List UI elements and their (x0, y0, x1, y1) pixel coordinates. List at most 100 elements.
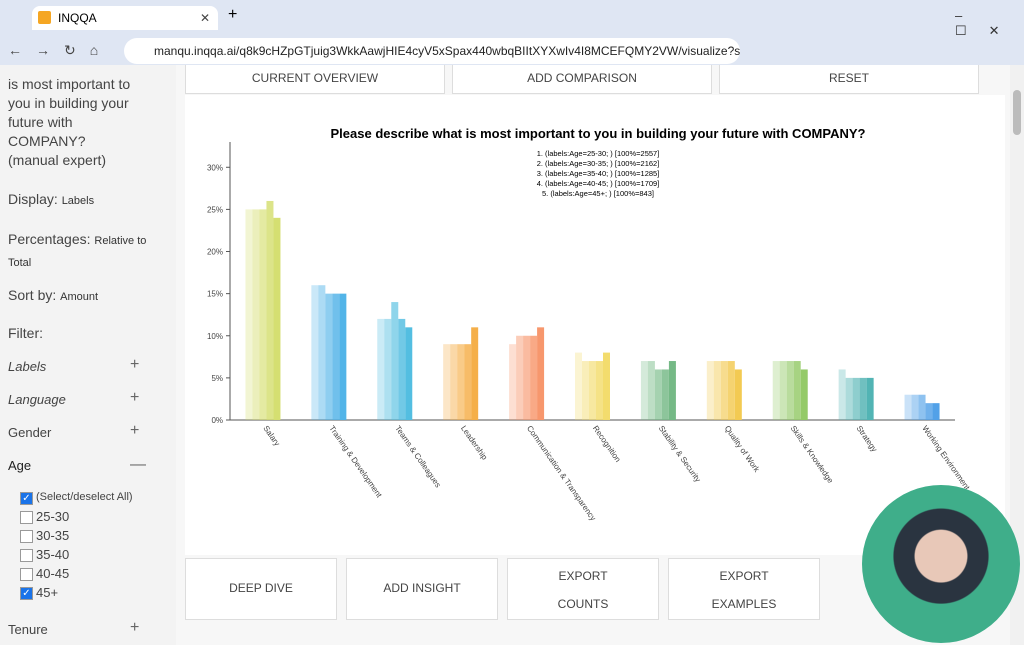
expand[interactable]: + (130, 389, 140, 406)
checkbox[interactable]: ✓ (20, 587, 33, 600)
action-button[interactable]: EXPORT COUNTS (507, 558, 659, 620)
bar (384, 318, 392, 420)
bar (852, 377, 860, 420)
bar (398, 318, 406, 420)
bar (509, 344, 517, 420)
bar (647, 361, 655, 420)
filter[interactable]: Labels (8, 359, 47, 374)
bar (273, 217, 281, 420)
bar (450, 344, 458, 420)
bar (252, 209, 260, 420)
y-tick-label: 10% (207, 332, 223, 341)
action-button[interactable]: EXPORT EXAMPLES (668, 558, 820, 620)
bar (259, 209, 267, 420)
button-text: EXPORT (558, 569, 608, 583)
url: manqu.inqqa.ai/q8k9cHZpGTjuig3WkkAawjHIE… (154, 44, 740, 58)
label: Sort by: (8, 287, 57, 303)
y-tick-label: 25% (207, 205, 223, 214)
option-label[interactable]: 35-40 (36, 547, 70, 562)
bar (339, 293, 347, 420)
bar (640, 361, 648, 420)
option-label[interactable]: 40-45 (36, 566, 70, 581)
bar (772, 361, 780, 420)
bar (537, 327, 545, 420)
checkbox[interactable] (20, 511, 33, 524)
bar (779, 361, 787, 420)
checkbox[interactable]: ✓ (20, 492, 33, 505)
toolbar-button[interactable]: ADD COMPARISON (452, 65, 712, 94)
option-label[interactable]: 30-35 (36, 528, 70, 543)
button-text: COUNTS (557, 597, 609, 611)
bar (575, 352, 582, 420)
bar (838, 369, 846, 420)
chart-bg (185, 95, 1005, 555)
label: Display: (8, 191, 58, 207)
bar (523, 335, 531, 420)
bar (311, 285, 319, 420)
bar (734, 369, 742, 420)
checkbox[interactable] (20, 530, 33, 543)
value: Labels (61, 195, 95, 207)
bar (582, 361, 589, 420)
tab[interactable]: INQQA ✕ (32, 6, 218, 30)
bar (859, 377, 867, 420)
legend-entry: 3. (labels:Age=35-40; ) [100%=1285] (537, 169, 660, 178)
bar (530, 335, 538, 420)
tab-title: INQQA (58, 11, 97, 25)
scrollbar[interactable] (1010, 65, 1024, 645)
new-tab[interactable]: + (228, 6, 238, 23)
bar (668, 361, 676, 420)
tenure[interactable]: Tenure (8, 622, 48, 637)
nav-buttons[interactable]: ←→↻⌂ (8, 42, 113, 58)
bar (245, 209, 253, 420)
window-controls[interactable]: –☐✕ (955, 8, 1022, 38)
filter[interactable]: Gender (8, 425, 52, 440)
display: Display: Labels (8, 191, 94, 207)
bar (332, 293, 340, 420)
option-label[interactable]: 25-30 (36, 509, 70, 524)
webcam (862, 485, 1020, 643)
checkbox[interactable] (20, 549, 33, 562)
address-bar[interactable]: manqu.inqqa.ai/q8k9cHZpGTjuig3WkkAawjHIE… (124, 38, 740, 64)
bar (516, 335, 524, 420)
toolbar-button[interactable]: CURRENT OVERVIEW (185, 65, 445, 94)
bar (589, 361, 596, 420)
bar (713, 361, 721, 420)
bar (932, 403, 940, 420)
y-tick-label: 0% (211, 416, 223, 425)
age-label[interactable]: Age (8, 458, 32, 473)
chart: Please describe what is most important t… (185, 95, 1005, 555)
y-tick-label: 30% (207, 163, 223, 172)
expand[interactable]: + (130, 356, 140, 373)
bar (800, 369, 808, 420)
bar (904, 394, 912, 420)
bar (405, 327, 413, 420)
expand[interactable]: + (130, 422, 140, 439)
button-text: EXAMPLES (711, 597, 777, 611)
bar (457, 344, 465, 420)
bar (325, 293, 333, 420)
option-label[interactable]: (Select/deselect All) (36, 491, 133, 503)
bar (845, 377, 853, 420)
sidebar: is most important to you in building you… (0, 65, 176, 645)
legend-entry: 2. (labels:Age=30-35; ) [100%=2162] (537, 159, 660, 168)
bar (443, 344, 451, 420)
sort-by: Sort by: Amount (8, 287, 98, 303)
action-button[interactable]: ADD INSIGHT (346, 558, 498, 620)
value: Amount (60, 291, 99, 303)
filter[interactable]: Language (8, 392, 66, 407)
label: Percentages: (8, 231, 91, 247)
collapse[interactable]: — (130, 456, 146, 473)
option-label[interactable]: 45+ (36, 585, 59, 600)
toolbar-button[interactable]: RESET (719, 65, 979, 94)
legend-entry: 5. (labels:Age=45+; ) [100%=843] (542, 189, 654, 198)
checkbox[interactable] (20, 568, 33, 581)
bar (661, 369, 669, 420)
y-tick-label: 20% (207, 248, 223, 257)
expand[interactable]: + (130, 619, 140, 636)
browser-chrome: INQQA ✕ + ←→↻⌂ manqu.inqqa.ai/q8k9cHZpGTj… (0, 0, 1024, 65)
bar (471, 327, 479, 420)
action-button[interactable]: DEEP DIVE (185, 558, 337, 620)
bar (596, 361, 603, 420)
